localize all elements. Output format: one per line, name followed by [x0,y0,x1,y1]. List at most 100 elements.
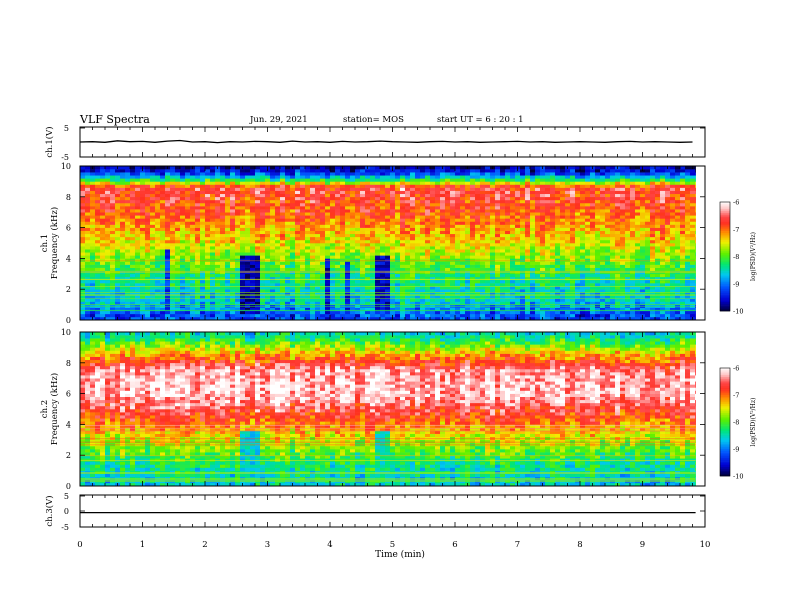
ch1-spectrogram-cell [180,193,186,198]
ch1-spectrogram-cell [135,169,141,173]
ch1-spectrogram-cell [220,212,226,216]
ch1-spectrogram-cell [245,196,251,201]
ch1-spectrogram-cell [440,313,446,318]
ch1-spectrogram-cell [115,202,121,207]
ch1-spectrogram-cell [190,175,196,179]
ch1-spectrogram-cell [540,221,546,225]
ch1-spectrogram-cell [390,246,396,250]
ch1-spectrogram-cell [445,255,451,259]
ch1-spectrogram-cell [500,310,506,315]
ch1-spectrogram-cell [255,286,261,290]
ch1-spectrogram-cell [235,230,241,235]
ch1-spectrogram-cell [195,264,201,268]
ch1-spectrogram-cell [370,224,376,228]
ch1-spectrogram-cell [340,172,346,176]
ch1-spectrogram-cell [280,255,286,259]
ch1-spectrogram-cell [380,313,386,318]
ch1-spectrogram-cell [375,215,381,219]
ch1-spectrogram-cell [165,233,171,238]
ch1-spectrogram-cell [500,261,506,265]
ch1-spectrogram-cell [470,215,476,219]
ch1-spectrogram-cell [355,218,361,222]
ch1-spectrogram-cell [220,199,226,204]
ch1-spectrogram-cell [130,215,136,219]
ch1-spectrogram-cell [425,209,431,213]
ch1-spectrogram-cell [220,261,226,265]
ch1-spectrogram-cell [440,239,446,244]
ch1-spectrogram-cell [105,283,111,287]
ch1-spectrogram-cell [420,252,426,256]
ch1-spectrogram-cell [365,187,371,191]
ch1-spectrogram-cell [500,181,506,185]
ch1-spectrogram-cell [110,301,116,305]
ch1-spectrogram-cell [270,184,276,188]
ch1-spectrogram-cell [130,221,136,225]
ch1-spectrogram-cell [490,313,496,318]
ch1-spectrogram-cell [425,239,431,244]
ch1-spectrogram-cell [185,184,191,188]
ch1-spectrogram-cell [300,227,306,231]
ch1-spectrogram-cell [350,184,356,188]
ch1-spectrogram-cell [365,243,371,247]
ch1-spectrogram-cell [95,258,101,262]
ch1-spectrogram-cell [525,261,531,265]
ch1-spectrogram-cell [410,316,416,321]
ch1-spectrogram-cell [195,267,201,272]
ch1-spectrogram-cell [270,172,276,176]
ch1-spectrogram-cell [260,193,266,198]
ch1-spectrogram-cell [280,236,286,241]
ch1-spectrogram-cell [80,316,86,321]
ch1-spectrogram-cell [290,206,296,210]
ch1-spectrogram-cell [525,307,531,312]
ch1-spectrogram-cell [315,190,321,195]
ch1-spectrogram-cell [185,283,191,287]
ch1-spectrogram-cell [510,181,516,185]
ch1-spectrogram-cell [205,209,211,213]
ch1-spectrogram-cell [120,246,126,250]
ch1-spectrogram-cell [255,252,261,256]
ch1-spectrogram-cell [315,243,321,247]
ch1-spectrogram-cell [80,252,86,256]
ch1-spectrogram-cell [200,286,206,290]
ch1-spectrogram-cell [95,264,101,268]
ch1-spectrogram-cell [390,230,396,235]
ch1-spectrogram-cell [150,206,156,210]
ch1-spectrogram-cell [565,301,571,305]
ch1-spectrogram-cell [405,196,411,201]
ch1-spectrogram-cell [375,236,381,241]
ch1-spectrogram-cell [440,178,446,182]
ch1-spectrogram-cell [345,209,351,213]
ch1-spectrogram-cell [500,249,506,253]
ch1-spectrogram-cell [355,283,361,287]
ch1-spectrogram-cell [385,276,391,281]
ch1-spectrogram-cell [410,175,416,179]
ch1-spectrogram-cell [230,172,236,176]
ch1-spectrogram-cell [450,209,456,213]
ch1-spectrogram-cell [225,279,231,284]
ch1-spectrogram-cell [490,236,496,241]
ch1-spectrogram-cell [380,264,386,268]
ch1-spectrogram-cell [465,190,471,195]
ch1-spectrogram-cell [120,307,126,312]
ch1-spectrogram-cell [210,230,216,235]
ch1-spectrogram-cell [170,218,176,222]
ch1-spectrogram-cell [455,202,461,207]
ch1-spectrogram-cell [450,190,456,195]
ch1-spectrogram-cell [160,267,166,272]
ch1-spectrogram-cell [150,243,156,247]
ch1-spectrogram-cell [280,246,286,250]
ch1-spectrogram-cell [555,304,561,308]
ch1-spectrogram-cell [375,169,381,173]
ch1-spectrogram-cell [325,295,331,299]
ch1-spectrogram-cell [370,252,376,256]
ch1-spectrogram-cell [140,184,146,188]
ch1-spectrogram-cell [560,249,566,253]
ch1-spectrogram-cell [300,202,306,207]
ch1-spectrogram-cell [560,243,566,247]
ch1-spectrogram-cell [385,218,391,222]
ch1-spectrogram-cell [255,199,261,204]
ch1-spectrogram-cell [205,289,211,293]
ch1-spectrogram-cell [400,292,406,296]
ch1-spectrogram-cell [105,230,111,235]
ch1-spectrogram-cell [555,289,561,293]
